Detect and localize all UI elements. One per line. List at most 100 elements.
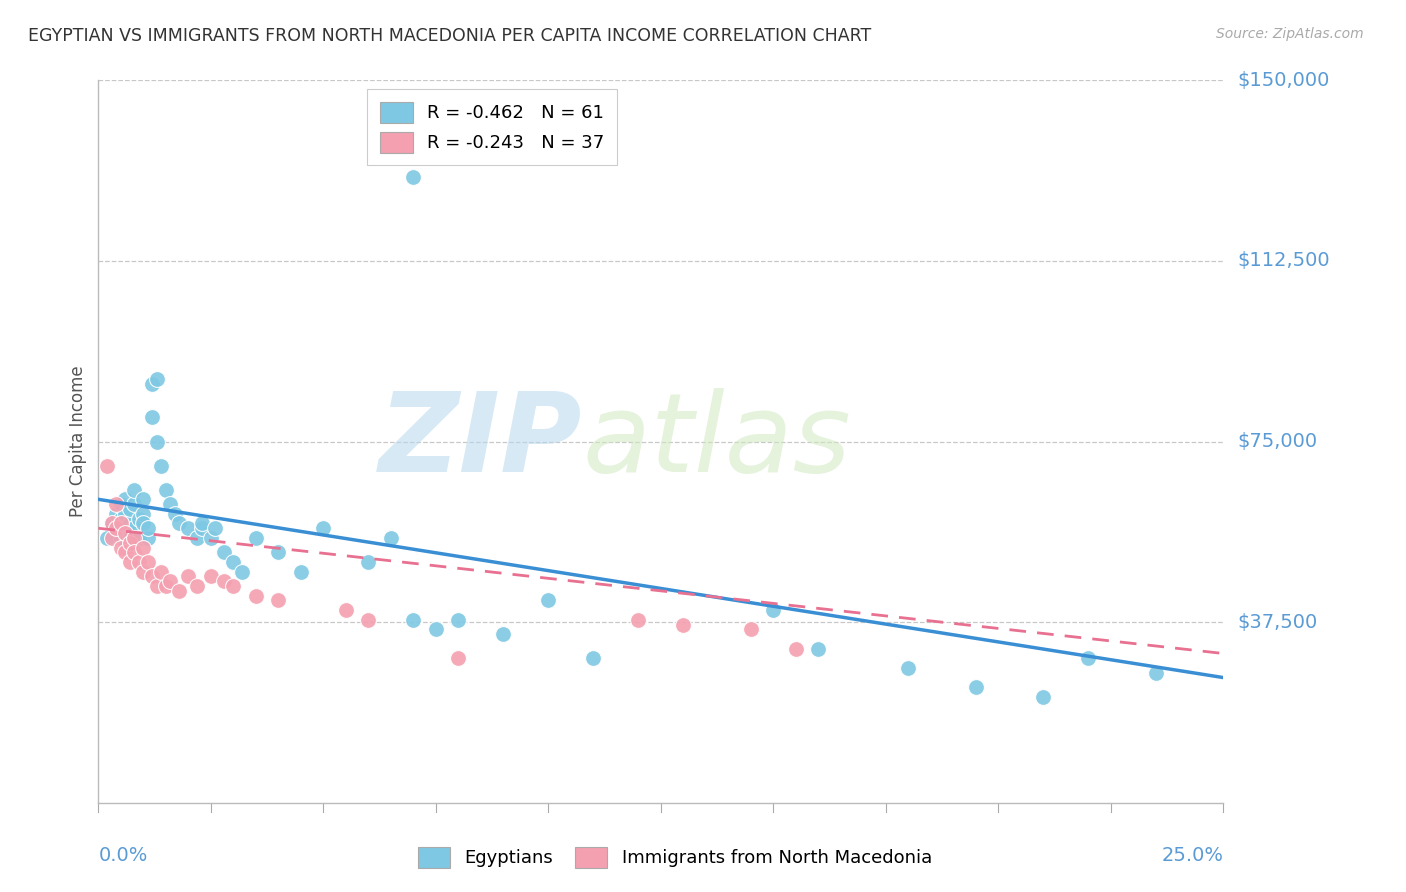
Point [169, 516, 191, 531]
Point [231, 565, 253, 579]
Point [1032, 690, 1054, 704]
Text: Source: ZipAtlas.com: Source: ZipAtlas.com [1216, 27, 1364, 41]
Point [136, 531, 159, 545]
Point [425, 623, 447, 637]
Point [101, 516, 124, 531]
Point [132, 507, 155, 521]
Point [222, 579, 245, 593]
Point [136, 521, 159, 535]
Point [159, 574, 181, 589]
Y-axis label: Per Capita Income: Per Capita Income [69, 366, 87, 517]
Point [118, 531, 141, 545]
Point [128, 511, 150, 525]
Point [124, 545, 146, 559]
Point [105, 521, 128, 535]
Point [141, 569, 163, 583]
Legend: R = -0.462   N = 61, R = -0.243   N = 37: R = -0.462 N = 61, R = -0.243 N = 37 [367, 89, 617, 165]
Point [807, 641, 830, 656]
Point [627, 613, 650, 627]
Text: $112,500: $112,500 [1237, 252, 1330, 270]
Point [159, 497, 181, 511]
Text: 0.0%: 0.0% [98, 847, 148, 865]
Point [402, 613, 425, 627]
Point [114, 492, 136, 507]
Point [110, 497, 132, 511]
Text: 25.0%: 25.0% [1161, 847, 1223, 865]
Point [245, 589, 267, 603]
Point [110, 511, 132, 525]
Point [492, 627, 515, 641]
Point [200, 531, 222, 545]
Point [357, 613, 380, 627]
Text: $150,000: $150,000 [1237, 70, 1330, 90]
Point [357, 555, 380, 569]
Point [96, 531, 118, 545]
Point [105, 507, 128, 521]
Point [245, 531, 267, 545]
Point [141, 410, 163, 425]
Point [897, 661, 920, 675]
Point [155, 579, 177, 593]
Point [124, 531, 146, 545]
Point [110, 516, 132, 531]
Point [118, 516, 141, 531]
Point [146, 372, 169, 386]
Legend: Egyptians, Immigrants from North Macedonia: Egyptians, Immigrants from North Macedon… [406, 836, 943, 879]
Point [118, 502, 141, 516]
Point [132, 541, 155, 555]
Point [447, 651, 470, 665]
Point [177, 521, 200, 535]
Point [101, 531, 124, 545]
Point [132, 565, 155, 579]
Point [186, 531, 208, 545]
Point [114, 526, 136, 541]
Text: ZIP: ZIP [378, 388, 582, 495]
Point [740, 623, 762, 637]
Point [110, 541, 132, 555]
Point [312, 521, 335, 535]
Point [105, 497, 128, 511]
Point [214, 574, 236, 589]
Point [128, 531, 150, 545]
Point [204, 521, 226, 535]
Point [146, 579, 169, 593]
Point [150, 458, 173, 473]
Point [150, 565, 173, 579]
Point [267, 593, 290, 607]
Point [1144, 665, 1167, 680]
Point [1077, 651, 1099, 665]
Point [380, 531, 402, 545]
Point [402, 169, 425, 184]
Point [335, 603, 357, 617]
Point [146, 434, 169, 449]
Point [186, 579, 208, 593]
Point [762, 603, 785, 617]
Point [537, 593, 560, 607]
Point [110, 531, 132, 545]
Point [267, 545, 290, 559]
Point [96, 458, 118, 473]
Point [114, 545, 136, 559]
Point [290, 565, 312, 579]
Point [114, 507, 136, 521]
Point [191, 516, 214, 531]
Point [191, 521, 214, 535]
Point [672, 617, 695, 632]
Point [124, 497, 146, 511]
Point [169, 583, 191, 598]
Point [101, 516, 124, 531]
Point [214, 545, 236, 559]
Point [965, 680, 987, 694]
Point [222, 555, 245, 569]
Point [124, 521, 146, 535]
Point [124, 483, 146, 497]
Point [132, 492, 155, 507]
Text: $37,500: $37,500 [1237, 613, 1317, 632]
Point [114, 526, 136, 541]
Point [105, 521, 128, 535]
Point [177, 569, 200, 583]
Point [163, 507, 186, 521]
Point [141, 376, 163, 391]
Point [447, 613, 470, 627]
Point [155, 483, 177, 497]
